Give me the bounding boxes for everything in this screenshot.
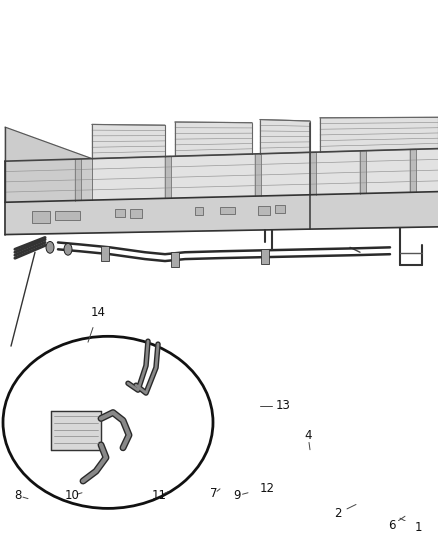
Bar xyxy=(220,207,235,214)
Text: 6: 6 xyxy=(388,519,396,531)
Polygon shape xyxy=(360,151,366,193)
Polygon shape xyxy=(75,159,81,200)
Ellipse shape xyxy=(3,336,213,508)
Polygon shape xyxy=(310,152,316,195)
Text: 13: 13 xyxy=(276,399,290,412)
Polygon shape xyxy=(5,127,92,202)
Text: 7: 7 xyxy=(210,487,218,500)
Polygon shape xyxy=(165,156,171,198)
Text: 14: 14 xyxy=(91,306,106,319)
Ellipse shape xyxy=(46,241,54,253)
Polygon shape xyxy=(260,119,310,154)
Text: 4: 4 xyxy=(304,429,312,441)
Polygon shape xyxy=(320,117,438,152)
Bar xyxy=(195,207,203,215)
Text: 10: 10 xyxy=(64,489,79,502)
Ellipse shape xyxy=(64,244,72,255)
Polygon shape xyxy=(255,154,261,196)
Bar xyxy=(115,209,125,217)
Text: 11: 11 xyxy=(152,489,166,502)
Polygon shape xyxy=(410,149,416,192)
Polygon shape xyxy=(5,149,438,202)
Polygon shape xyxy=(92,124,165,159)
Text: 1: 1 xyxy=(414,521,422,533)
Text: 12: 12 xyxy=(259,482,275,495)
Bar xyxy=(130,209,142,217)
Bar xyxy=(258,206,270,214)
Bar xyxy=(261,249,269,264)
Polygon shape xyxy=(175,122,252,156)
Text: 9: 9 xyxy=(233,489,241,502)
Bar xyxy=(32,211,50,223)
Bar xyxy=(101,246,109,261)
Bar xyxy=(55,211,80,221)
Polygon shape xyxy=(51,410,101,450)
Bar xyxy=(171,252,179,267)
Text: 8: 8 xyxy=(14,489,22,502)
Text: 2: 2 xyxy=(334,507,342,520)
Polygon shape xyxy=(5,192,438,235)
Bar xyxy=(275,205,285,213)
